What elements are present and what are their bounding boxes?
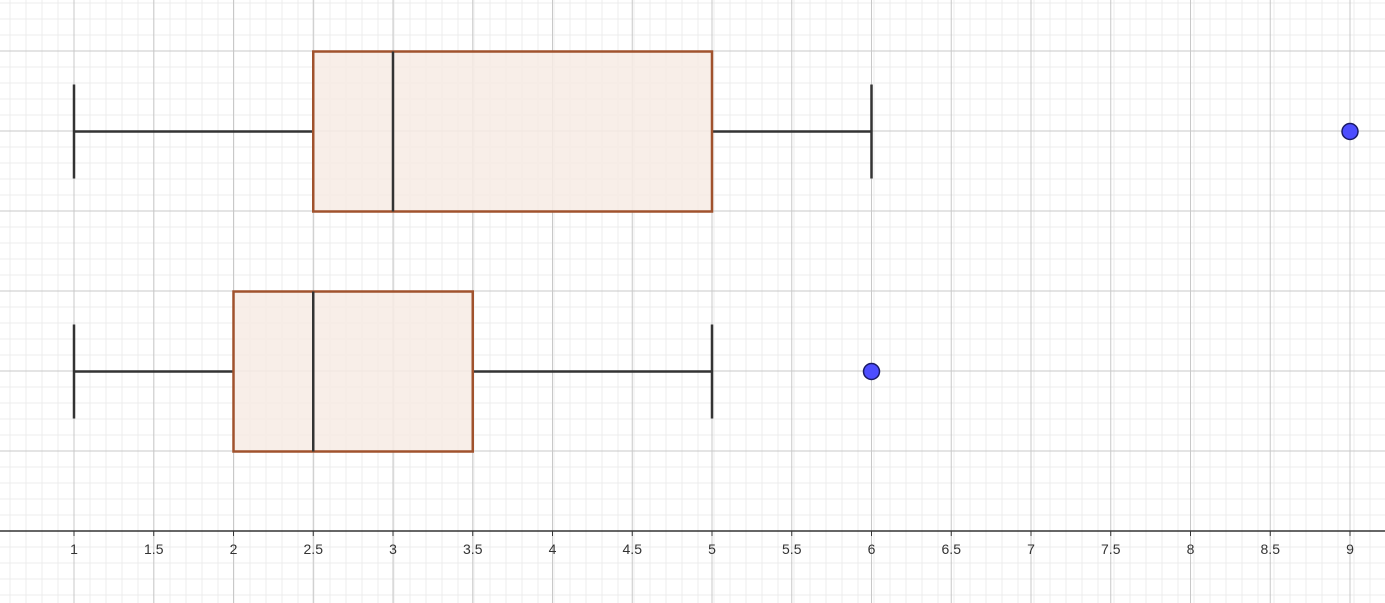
x-axis: 1 1.5 2 2.5 3 3.5 4 4.5 5 5.5 6 6.5 7 7.5 8 8.5 9 xyxy=(0,530,1385,557)
x-tick-label: 3 xyxy=(389,541,397,557)
x-tick-label: 8 xyxy=(1187,541,1195,557)
x-tick-label: 3.5 xyxy=(463,541,483,557)
outlier-point xyxy=(862,362,881,381)
x-tick-label: 5.5 xyxy=(782,541,802,557)
x-tick-label: 1 xyxy=(70,541,78,557)
x-tick-label: 6 xyxy=(868,541,876,557)
boxplot-2 xyxy=(72,290,881,453)
boxplots xyxy=(72,50,1359,453)
x-tick-label: 4.5 xyxy=(623,541,643,557)
x-tick-label: 4 xyxy=(549,541,557,557)
x-tick-label: 2.5 xyxy=(304,541,324,557)
x-tick-label: 8.5 xyxy=(1261,541,1281,557)
x-tick-label: 9 xyxy=(1346,541,1354,557)
x-tick-label: 7 xyxy=(1027,541,1035,557)
outlier-point xyxy=(1341,122,1359,141)
iqr-box xyxy=(312,50,714,213)
x-tick-label: 5 xyxy=(708,541,716,557)
x-tick-label: 1.5 xyxy=(144,541,164,557)
iqr-box xyxy=(232,290,474,453)
x-tick-label: 7.5 xyxy=(1101,541,1121,557)
x-tick-label: 2 xyxy=(230,541,238,557)
x-tick-label: 6.5 xyxy=(942,541,962,557)
boxplot-1 xyxy=(72,50,1359,213)
